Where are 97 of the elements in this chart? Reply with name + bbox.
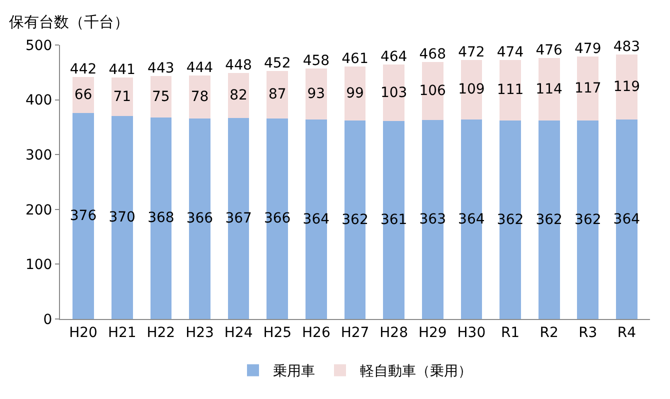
data-label: 78	[190, 89, 209, 106]
bar	[538, 120, 560, 319]
bar	[616, 120, 638, 319]
total-label: 452	[264, 55, 291, 72]
bar	[150, 76, 172, 118]
x-tick-label: H25	[263, 324, 292, 341]
total-label: 472	[458, 44, 485, 60]
total-label: 444	[186, 60, 214, 76]
x-tick-label: H26	[302, 324, 330, 341]
bar	[150, 117, 172, 319]
x-tick-label: H22	[146, 324, 176, 341]
bar	[383, 121, 404, 319]
total-label: 448	[225, 57, 252, 74]
x-tick-label: H23	[186, 324, 214, 341]
data-label: 361	[380, 212, 408, 228]
data-label: 71	[113, 88, 132, 105]
bar	[344, 66, 366, 121]
data-label: 111	[496, 82, 524, 98]
bar	[72, 112, 94, 319]
bar	[616, 54, 638, 120]
total-label: 441	[108, 62, 136, 78]
total-label: 458	[302, 53, 330, 70]
total-label: 442	[70, 61, 97, 78]
data-label: 362	[536, 212, 562, 228]
total-label: 476	[536, 42, 563, 59]
y-tick-label: 300	[25, 148, 52, 164]
bar	[228, 118, 250, 319]
y-tick-label: 100	[25, 257, 52, 274]
data-label: 119	[613, 78, 640, 95]
y-tick-label: 200	[25, 202, 52, 218]
x-tick-label: R4	[617, 324, 636, 341]
bar	[306, 120, 327, 319]
data-label: 368	[148, 210, 174, 226]
total-label: 468	[419, 46, 446, 62]
data-label: 364	[613, 211, 640, 228]
data-label: 370	[108, 210, 136, 226]
total-label: 479	[574, 41, 602, 58]
x-tick-label: H24	[224, 324, 253, 341]
x-tick-label: H27	[340, 324, 370, 341]
x-tick-label: H29	[418, 324, 447, 341]
x-tick-label: R2	[540, 324, 558, 341]
data-label: 366	[186, 210, 214, 227]
legend-label: 軽自動車（乗用）	[360, 364, 472, 380]
data-label: 376	[70, 208, 97, 224]
bar	[189, 118, 210, 319]
data-label: 66	[74, 86, 92, 103]
data-label: 117	[574, 80, 602, 97]
bar	[266, 70, 288, 118]
bar	[460, 60, 482, 120]
total-label: 461	[342, 50, 368, 67]
data-label: 109	[458, 82, 485, 98]
bar	[500, 120, 521, 319]
bar	[266, 118, 288, 319]
data-label: 82	[230, 87, 248, 104]
x-tick-label: H21	[108, 324, 136, 341]
x-tick-label: H30	[457, 324, 486, 341]
data-label: 366	[264, 210, 291, 227]
bar	[189, 76, 210, 118]
x-tick-label: R1	[500, 324, 520, 341]
data-label: 362	[342, 212, 368, 228]
bar	[577, 120, 599, 319]
data-label: 103	[380, 84, 408, 101]
y-tick-label: 0	[43, 312, 52, 328]
data-label: 87	[268, 86, 286, 103]
total-label: 483	[613, 38, 640, 55]
data-label: 367	[225, 210, 252, 226]
bar	[306, 68, 327, 120]
y-tick-label: 400	[25, 92, 52, 109]
data-label: 99	[346, 85, 364, 102]
total-label: 443	[148, 60, 174, 77]
bar	[422, 120, 444, 319]
bar	[538, 58, 560, 121]
data-label: 364	[458, 211, 485, 228]
bar	[500, 60, 521, 121]
bar	[460, 120, 482, 319]
bar	[344, 120, 366, 319]
bar	[383, 64, 404, 122]
data-label: 362	[496, 212, 524, 228]
total-label: 474	[496, 44, 524, 60]
data-label: 364	[302, 211, 330, 228]
data-label: 93	[307, 86, 326, 102]
data-label: 75	[152, 88, 170, 105]
y-tick-label: 500	[25, 38, 52, 54]
data-label: 114	[536, 81, 562, 98]
bar	[422, 62, 444, 120]
data-label: 363	[419, 212, 446, 228]
bar	[111, 116, 133, 319]
x-tick-label: H28	[380, 324, 408, 341]
x-tick-label: R3	[578, 324, 598, 341]
bar	[111, 77, 133, 116]
y-axis-title: 保有台数（千台）	[9, 13, 129, 31]
data-label: 106	[419, 83, 446, 100]
x-tick-label: H20	[69, 324, 98, 341]
data-label: 362	[574, 212, 602, 228]
bar	[577, 56, 599, 121]
total-label: 464	[380, 49, 408, 66]
legend-label: 乗用車	[273, 364, 315, 380]
